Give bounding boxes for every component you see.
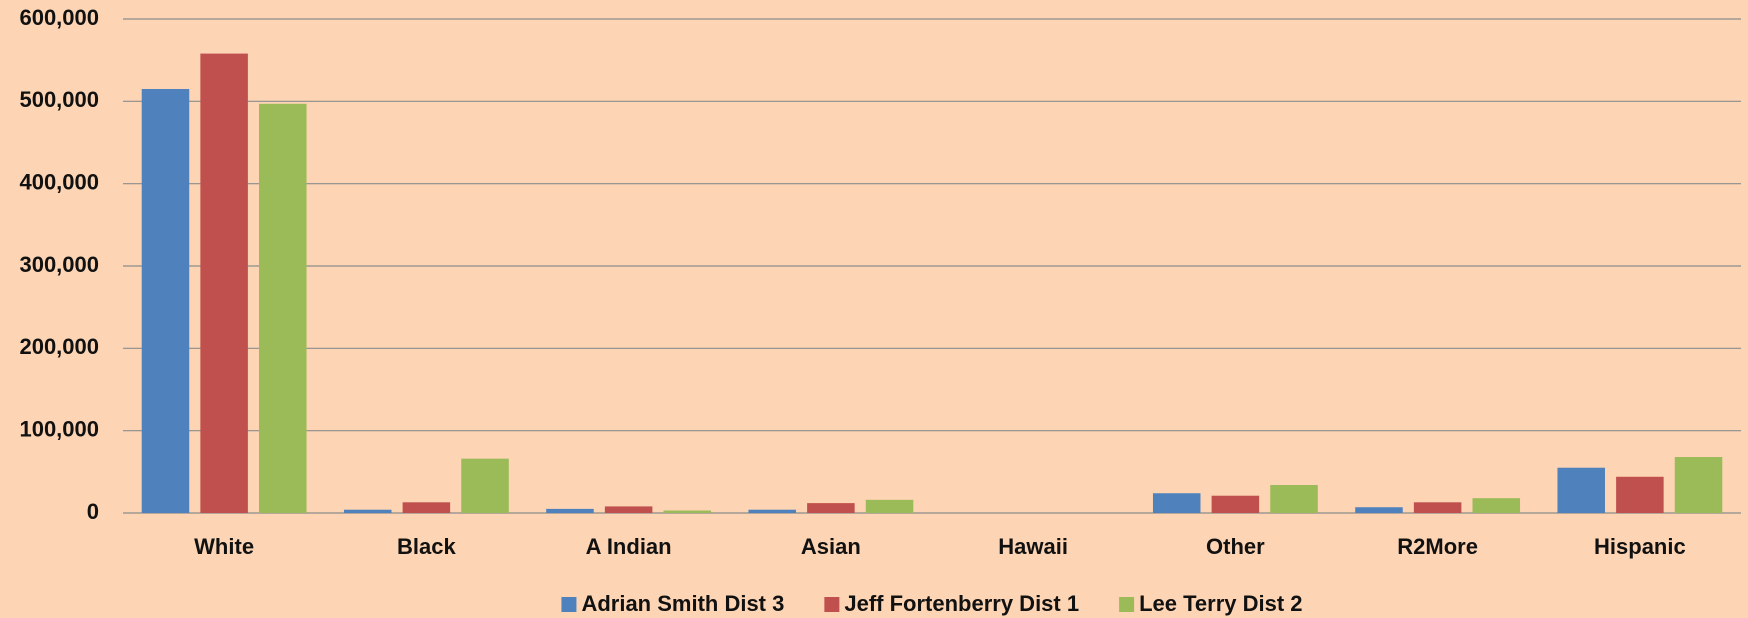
y-tick-label: 500,000 xyxy=(19,87,99,112)
bar xyxy=(1413,502,1462,513)
legend-label: Lee Terry Dist 2 xyxy=(1139,591,1302,616)
bar xyxy=(1211,495,1260,513)
bar xyxy=(1270,485,1318,513)
y-tick-label: 0 xyxy=(87,499,99,524)
x-tick-label: Hispanic xyxy=(1594,534,1686,559)
bar xyxy=(807,503,855,513)
legend-label: Adrian Smith Dist 3 xyxy=(581,591,784,616)
bar xyxy=(461,458,509,513)
bar xyxy=(1674,457,1723,513)
x-tick-label: R2More xyxy=(1397,534,1478,559)
x-tick-label: A Indian xyxy=(586,534,672,559)
bar xyxy=(259,103,307,513)
bar xyxy=(1472,498,1521,513)
legend-label: Jeff Fortenberry Dist 1 xyxy=(844,591,1079,616)
x-tick-label: Black xyxy=(397,534,456,559)
legend-swatch xyxy=(1119,597,1135,612)
bar xyxy=(663,510,712,513)
bar xyxy=(546,508,594,513)
bar xyxy=(1355,507,1403,513)
bar xyxy=(200,53,248,514)
legend-swatch xyxy=(561,597,577,612)
x-tick-label: Hawaii xyxy=(998,534,1068,559)
bar xyxy=(748,509,796,513)
x-tick-label: Other xyxy=(1206,534,1265,559)
y-tick-label: 100,000 xyxy=(19,416,99,441)
bar xyxy=(604,506,653,513)
x-tick-label: White xyxy=(194,534,254,559)
bar xyxy=(141,88,190,513)
y-tick-label: 300,000 xyxy=(19,252,99,277)
bar xyxy=(1557,467,1605,513)
bar xyxy=(865,499,914,513)
bar xyxy=(343,509,392,513)
y-tick-label: 600,000 xyxy=(19,5,99,30)
bar xyxy=(1152,493,1201,513)
x-tick-label: Asian xyxy=(801,534,861,559)
bar xyxy=(1616,476,1664,513)
bar xyxy=(402,502,451,513)
y-tick-label: 200,000 xyxy=(19,334,99,359)
legend-swatch xyxy=(824,597,840,612)
y-tick-label: 400,000 xyxy=(19,169,99,194)
